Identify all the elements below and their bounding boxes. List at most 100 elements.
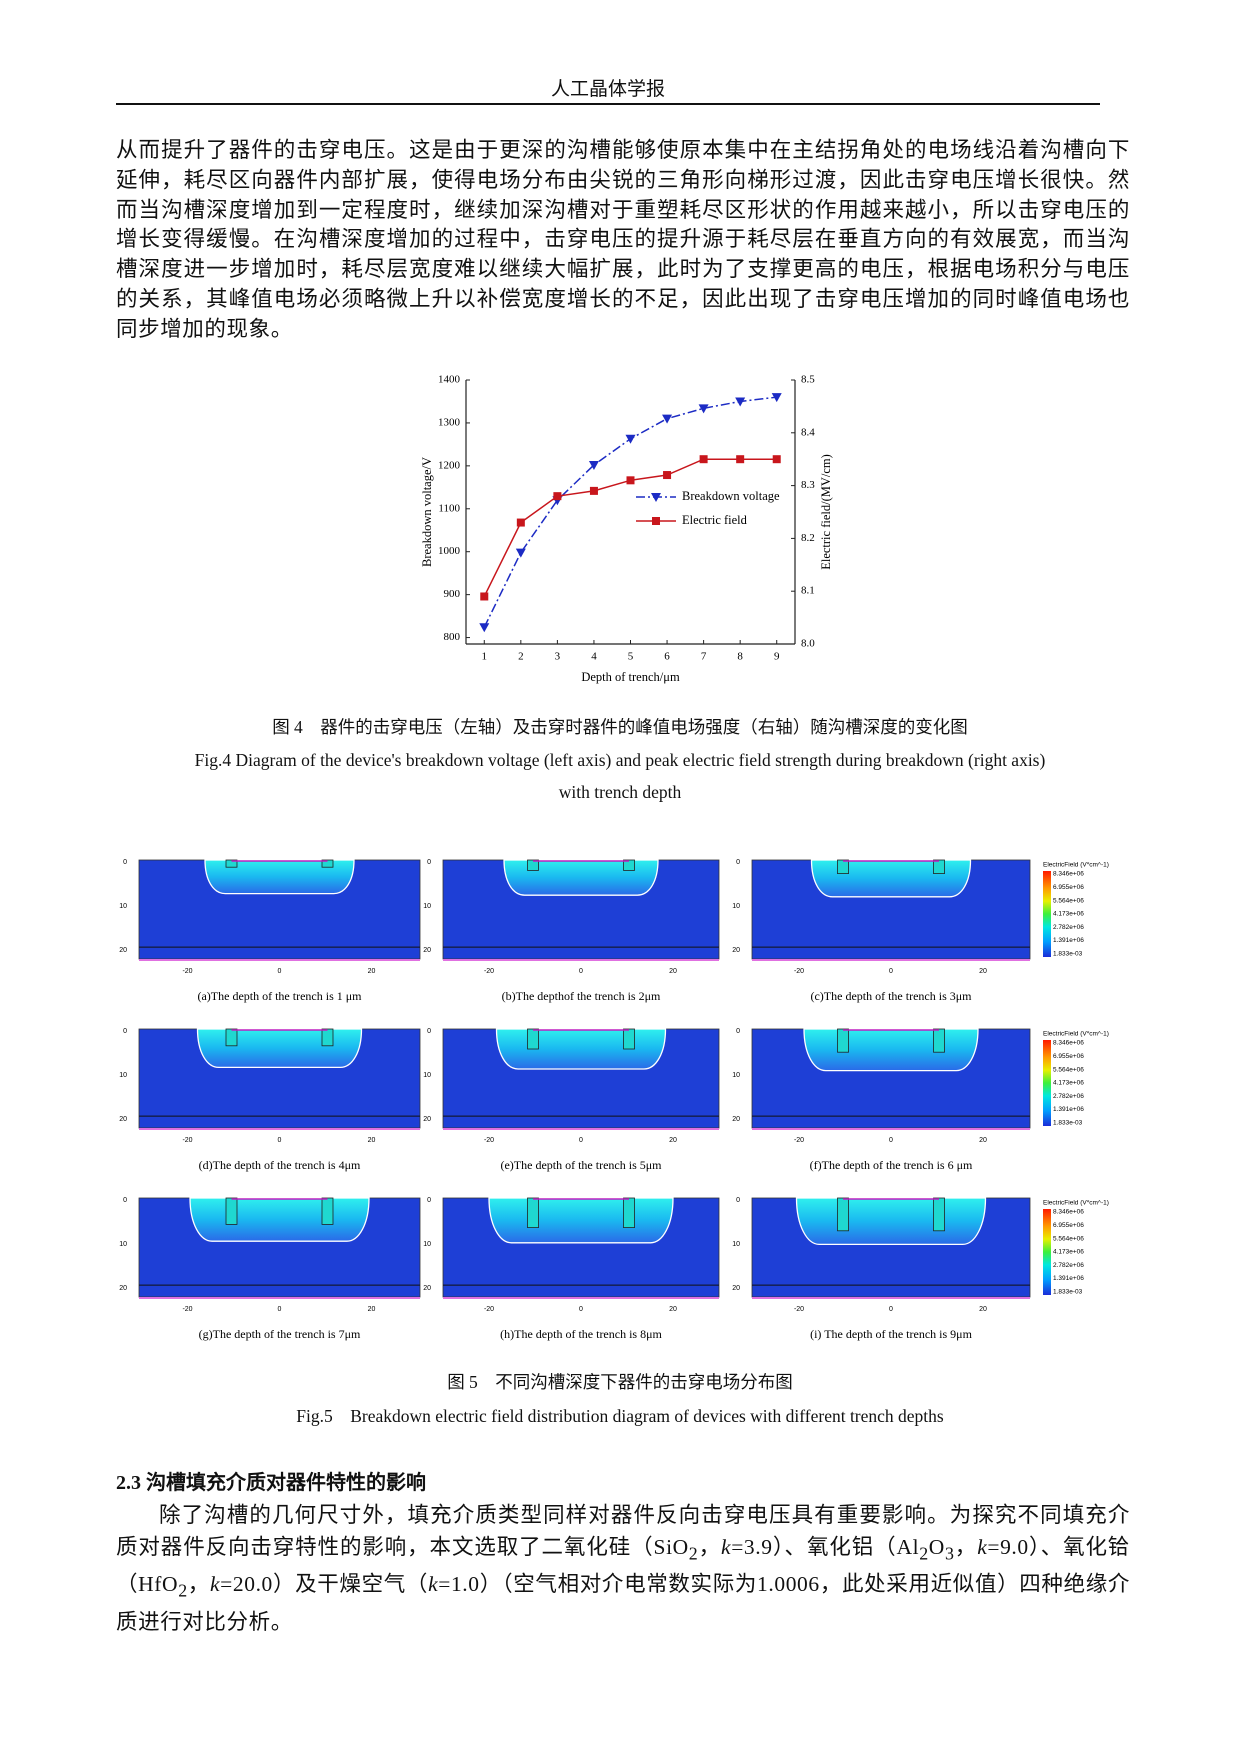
panel-y-tick: 20 xyxy=(423,1116,431,1123)
text: ， xyxy=(187,1572,210,1597)
colorbar-label: 2.782e+06 xyxy=(1053,1262,1084,1269)
colorbar-label: 5.564e+06 xyxy=(1053,1066,1084,1073)
depletion-region xyxy=(795,1197,987,1246)
y2-tick-label: 8.0 xyxy=(801,638,815,650)
panel-x-tick: 20 xyxy=(979,1306,987,1313)
figure-caption-cn: 图 4 器件的击穿电压（左轴）及击穿时器件的峰值电场强度（右轴）随沟槽深度的变化… xyxy=(272,717,968,737)
colorbar-label: 4.173e+06 xyxy=(1053,1080,1084,1087)
colorbar-label: 5.564e+06 xyxy=(1053,897,1084,904)
trench xyxy=(321,1197,334,1225)
field-panel: 0 10 20 -20 0 20 (c)The depth of the trench is… xyxy=(732,859,1031,1003)
marker xyxy=(736,455,745,464)
subscript: 2 xyxy=(178,1580,188,1601)
panel-y-tick: 20 xyxy=(732,1116,740,1123)
legend-label: Electric field xyxy=(682,513,748,527)
panel-caption: (d)The depth of the trench is 4μm xyxy=(199,1158,361,1172)
panel-caption: (h)The depth of the trench is 8μm xyxy=(500,1327,662,1341)
text: =9.0）、氧化铪（HfO xyxy=(116,1534,1130,1597)
marker xyxy=(626,476,635,485)
text: =20.0）及干燥空气（ xyxy=(220,1572,429,1597)
marker xyxy=(699,455,708,464)
text: ， xyxy=(954,1534,978,1559)
figure-caption-cn: 图 5 不同沟槽深度下器件的击穿电场分布图 xyxy=(447,1372,793,1392)
y-tick-label: 800 xyxy=(444,631,461,643)
trench xyxy=(837,1197,849,1232)
panel-x-tick: 20 xyxy=(368,1137,376,1144)
panel-y-tick: 10 xyxy=(732,1072,740,1079)
x-axis-label: Depth of trench/μm xyxy=(581,670,680,684)
running-header: 人工晶体学报 xyxy=(550,79,665,100)
y2-tick-label: 8.2 xyxy=(801,532,815,544)
x-tick-label: 2 xyxy=(518,651,524,663)
panel-x-tick: 0 xyxy=(278,1137,282,1144)
colorbar-label: 1.833e-03 xyxy=(1053,1289,1083,1296)
colorbar-title: ElectricField (V*cm^-1) xyxy=(1043,1200,1109,1207)
panel-x-tick: 20 xyxy=(669,968,677,975)
legend-label: Breakdown voltage xyxy=(682,489,780,503)
trench xyxy=(623,859,635,871)
marker xyxy=(772,455,781,464)
panel-y-tick: 20 xyxy=(119,947,127,954)
colorbar-label: 6.955e+06 xyxy=(1053,884,1084,891)
field-panel: 0 10 20 -20 0 20 (g)The depth of the trench is… xyxy=(119,1197,421,1341)
trench xyxy=(225,859,238,868)
subscript: 2 xyxy=(919,1542,929,1563)
colorbar-label: 8.346e+06 xyxy=(1053,1040,1084,1047)
colorbar: ElectricField (V*cm^-1) 8.346e+06 6.955e+0… xyxy=(1043,862,1109,958)
header-rule xyxy=(116,103,1100,105)
field-panel: 0 10 20 -20 0 20 (e)The depth of the trench is… xyxy=(423,1028,720,1172)
trench xyxy=(527,1028,539,1050)
field-panel: 0 10 20 -20 0 20 (b)The depthof the trench is … xyxy=(423,859,720,1003)
panel-y-tick: 0 xyxy=(123,1028,127,1035)
panel-x-tick: 0 xyxy=(889,1306,893,1313)
panel-x-tick: 0 xyxy=(579,968,583,975)
field-panel: 0 10 20 -20 0 20 (a)The depth of the trench is… xyxy=(119,859,421,1003)
trench xyxy=(527,859,539,871)
panel-x-tick: 20 xyxy=(979,968,987,975)
trench xyxy=(225,1028,238,1047)
panel-x-tick: -20 xyxy=(182,968,192,975)
depletion-region xyxy=(204,859,355,895)
field-panel: 0 10 20 -20 0 20 (h)The depth of the trench is… xyxy=(423,1197,720,1341)
y-tick-label: 1400 xyxy=(438,374,461,386)
trench xyxy=(933,1197,945,1232)
colorbar-label: 1.391e+06 xyxy=(1053,937,1084,944)
panel-x-tick: -20 xyxy=(484,968,494,975)
subscript: 3 xyxy=(944,1542,955,1563)
symbol: k xyxy=(721,1534,732,1559)
marker xyxy=(698,404,709,414)
panel-x-tick: -20 xyxy=(794,968,804,975)
x-tick-label: 4 xyxy=(591,651,597,663)
y2-tick-label: 8.5 xyxy=(801,374,815,386)
panel-y-tick: 20 xyxy=(423,1285,431,1292)
panel-x-tick: 20 xyxy=(368,968,376,975)
text: O xyxy=(928,1534,945,1559)
figure-caption-en: Fig.4 Diagram of the device's breakdown … xyxy=(194,750,1046,802)
depletion-region xyxy=(189,1197,370,1242)
x-tick-label: 5 xyxy=(628,651,634,663)
marker xyxy=(662,414,673,424)
panel-y-tick: 0 xyxy=(123,859,127,866)
y-tick-label: 900 xyxy=(444,588,461,600)
trench xyxy=(321,859,334,868)
panel-y-tick: 10 xyxy=(119,1241,127,1248)
colorbar-label: 4.173e+06 xyxy=(1053,1249,1084,1256)
panel-caption: (e)The depth of the trench is 5μm xyxy=(500,1158,662,1172)
panel-y-tick: 20 xyxy=(119,1116,127,1123)
panel-y-tick: 10 xyxy=(119,903,127,910)
panel-x-tick: 20 xyxy=(669,1137,677,1144)
colorbar-scale xyxy=(1043,1209,1051,1295)
panel-y-tick: 10 xyxy=(423,903,431,910)
colorbar-label: 1.833e-03 xyxy=(1053,1120,1083,1127)
x-tick-label: 1 xyxy=(482,651,488,663)
colorbar-label: 5.564e+06 xyxy=(1053,1235,1084,1242)
panel-y-tick: 20 xyxy=(119,1285,127,1292)
colorbar-label: 2.782e+06 xyxy=(1053,1093,1084,1100)
panel-y-tick: 10 xyxy=(423,1072,431,1079)
trench xyxy=(933,859,945,875)
panel-y-tick: 0 xyxy=(123,1197,127,1204)
paragraph: 从而提升了器件的击穿电压。这是由于更深的沟槽能够使原本集中在主结拐角处的电场线沿… xyxy=(116,138,1130,341)
marker xyxy=(771,393,782,403)
